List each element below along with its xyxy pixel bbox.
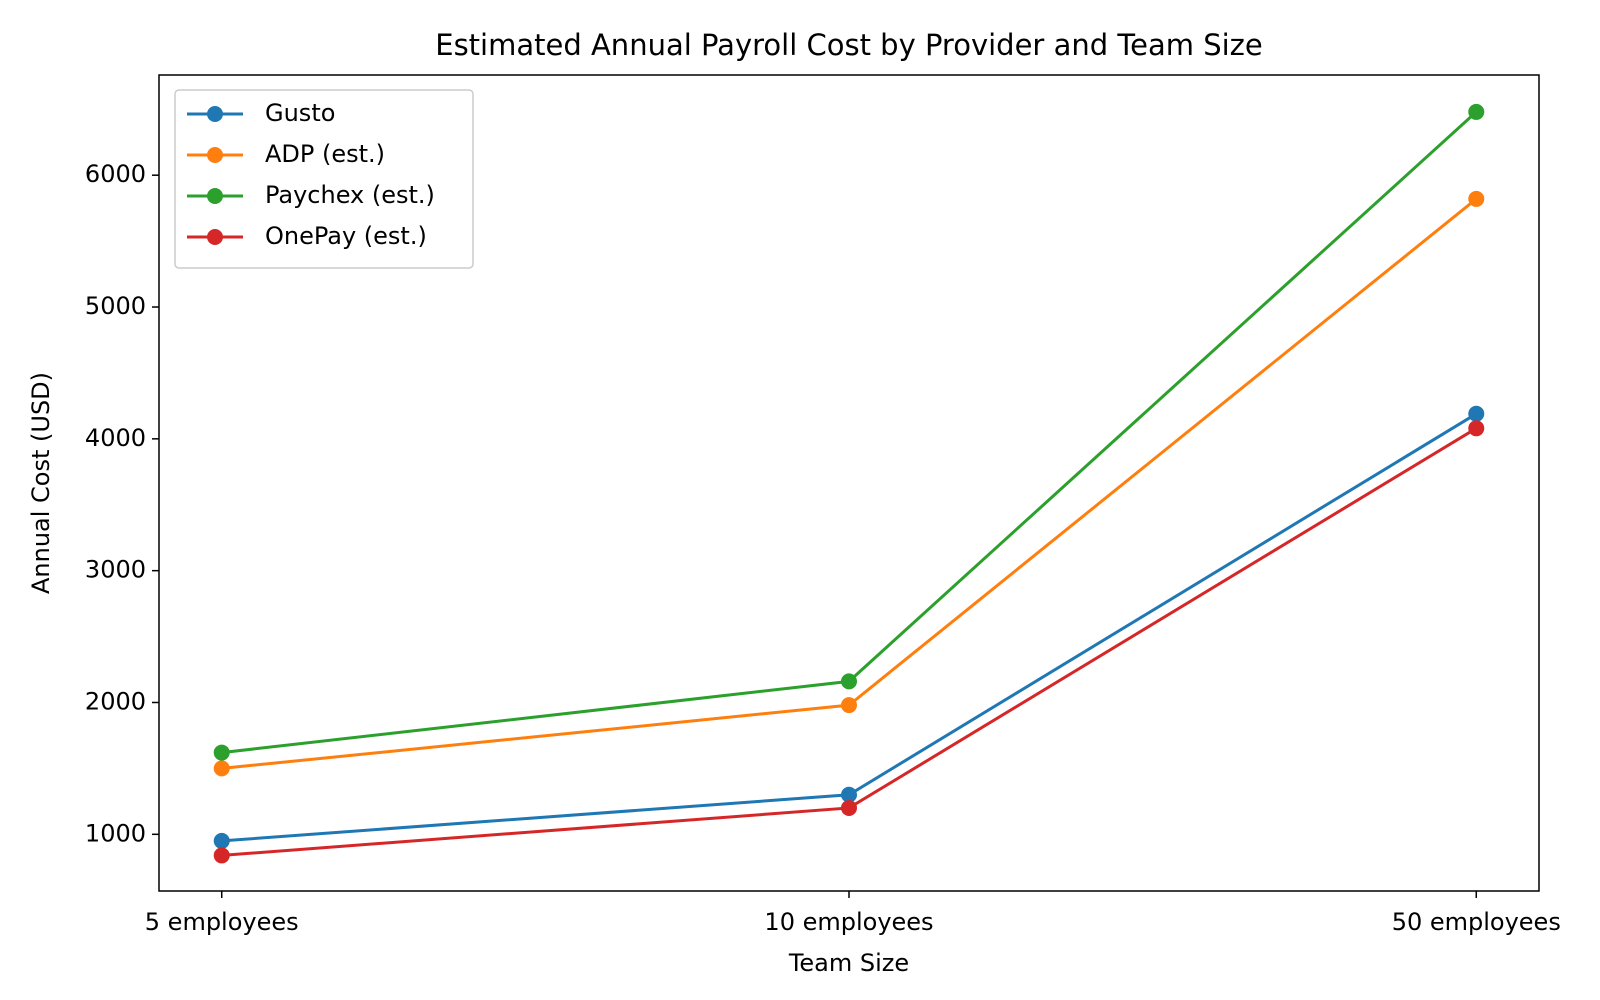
data-point: [841, 786, 857, 803]
data-point: [1468, 420, 1485, 437]
data-point: [213, 832, 230, 849]
x-tick-label: 10 employees: [764, 908, 933, 936]
legend-label: Gusto: [265, 99, 335, 127]
legend-label: ADP (est.): [265, 140, 385, 168]
series-line: [221, 412, 1478, 843]
data-point: [213, 847, 230, 864]
legend-label: Paychex (est.): [265, 181, 435, 209]
x-tick-label: 50 employees: [1392, 908, 1561, 936]
data-point: [841, 673, 857, 690]
x-axis-label: Team Size: [788, 949, 909, 977]
y-axis-label: Annual Cost (USD): [27, 372, 55, 594]
data-point: [1468, 405, 1485, 422]
legend-box: [174, 89, 474, 269]
legend-marker: [207, 106, 223, 122]
y-tick-label: 3000: [85, 556, 146, 584]
data-point: [1468, 103, 1485, 120]
legend-label: OnePay (est.): [265, 222, 427, 250]
y-tick-label: 5000: [85, 292, 146, 320]
data-point: [841, 799, 857, 816]
chart-title: Estimated Annual Payroll Cost by Provide…: [435, 28, 1263, 62]
y-tick-label: 1000: [85, 819, 146, 847]
legend-marker: [207, 229, 223, 245]
legend-marker: [207, 147, 223, 163]
y-tick-label: 6000: [85, 160, 146, 188]
legend: Gusto ADP (est.) Paychex (est.) OnePay (est…: [174, 89, 474, 269]
x-tick-label: 5 employees: [145, 908, 299, 936]
data-point: [1468, 190, 1485, 207]
data-point: [213, 760, 230, 777]
y-tick-label: 4000: [85, 424, 146, 452]
legend-marker: [207, 188, 223, 204]
data-point: [213, 744, 230, 761]
y-tick-label: 2000: [85, 687, 146, 715]
data-point: [841, 697, 857, 714]
